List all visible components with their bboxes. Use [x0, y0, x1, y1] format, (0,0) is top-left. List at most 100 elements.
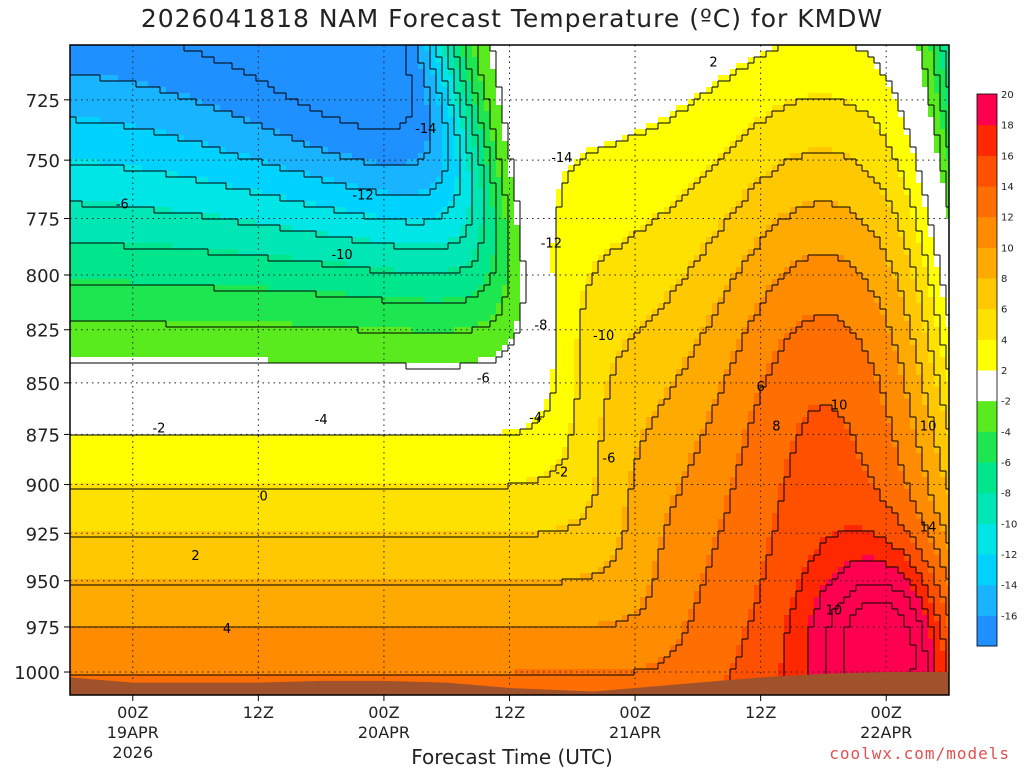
field-cell — [202, 597, 209, 604]
field-cell — [310, 315, 317, 322]
field-cell — [286, 207, 293, 214]
field-cell — [310, 183, 317, 190]
field-cell — [310, 327, 317, 334]
field-cell — [316, 81, 323, 88]
field-cell — [166, 159, 173, 166]
field-cell — [292, 75, 299, 82]
field-cell — [106, 63, 113, 70]
field-cell — [328, 513, 335, 520]
field-cell — [310, 129, 317, 136]
field-cell — [310, 111, 317, 118]
field-cell — [250, 225, 257, 232]
field-cell — [250, 87, 257, 94]
field-cell — [76, 147, 83, 154]
field-cell — [304, 159, 311, 166]
field-cell — [274, 651, 281, 658]
field-cell — [286, 255, 293, 262]
field-cell — [166, 645, 173, 652]
field-cell — [196, 579, 203, 586]
field-cell — [304, 237, 311, 244]
field-cell — [136, 597, 143, 604]
field-cell — [130, 159, 137, 166]
field-cell — [160, 285, 167, 292]
field-cell — [142, 555, 149, 562]
field-cell — [334, 435, 341, 442]
field-cell — [136, 135, 143, 142]
field-cell — [328, 519, 335, 526]
field-cell — [118, 381, 125, 388]
field-cell — [286, 663, 293, 670]
field-cell — [172, 429, 179, 436]
field-cell — [178, 393, 185, 400]
field-cell — [196, 171, 203, 178]
field-cell — [268, 273, 275, 280]
field-cell — [322, 351, 329, 358]
field-cell — [142, 399, 149, 406]
field-cell — [262, 225, 269, 232]
field-cell — [154, 615, 161, 622]
field-cell — [322, 87, 329, 94]
field-cell — [226, 639, 233, 646]
field-cell — [208, 315, 215, 322]
field-cell — [70, 585, 77, 592]
field-cell — [190, 483, 197, 490]
field-cell — [118, 369, 125, 376]
field-cell — [178, 345, 185, 352]
field-cell — [130, 561, 137, 568]
field-cell — [82, 519, 89, 526]
field-cell — [340, 495, 347, 502]
field-cell — [310, 333, 317, 340]
field-cell — [250, 63, 257, 70]
field-cell — [178, 615, 185, 622]
field-cell — [118, 645, 125, 652]
field-cell — [274, 93, 281, 100]
field-cell — [100, 243, 107, 250]
field-cell — [310, 363, 317, 370]
field-cell — [214, 237, 221, 244]
field-cell — [136, 417, 143, 424]
field-cell — [256, 561, 263, 568]
field-cell — [142, 651, 149, 658]
field-cell — [232, 597, 239, 604]
field-cell — [328, 177, 335, 184]
field-cell — [298, 279, 305, 286]
field-cell — [256, 345, 263, 352]
field-cell — [310, 213, 317, 220]
field-cell — [136, 483, 143, 490]
field-cell — [118, 243, 125, 250]
field-cell — [160, 435, 167, 442]
field-cell — [280, 567, 287, 574]
field-cell — [142, 315, 149, 322]
field-cell — [334, 189, 341, 196]
field-cell — [88, 669, 95, 676]
field-cell — [226, 327, 233, 334]
field-cell — [172, 633, 179, 640]
field-cell — [160, 531, 167, 538]
field-cell — [94, 543, 101, 550]
field-cell — [160, 363, 167, 370]
field-cell — [142, 45, 149, 52]
field-cell — [100, 633, 107, 640]
field-cell — [106, 81, 113, 88]
field-cell — [232, 471, 239, 478]
field-cell — [130, 591, 137, 598]
field-cell — [196, 669, 203, 676]
field-cell — [292, 81, 299, 88]
field-cell — [100, 99, 107, 106]
field-cell — [334, 183, 341, 190]
field-cell — [340, 399, 347, 406]
field-cell — [328, 45, 335, 52]
field-cell — [196, 513, 203, 520]
field-cell — [100, 447, 107, 454]
field-cell — [268, 369, 275, 376]
field-cell — [130, 279, 137, 286]
field-cell — [154, 633, 161, 640]
field-cell — [340, 357, 347, 364]
field-cell — [154, 267, 161, 274]
field-cell — [334, 207, 341, 214]
field-cell — [154, 405, 161, 412]
field-cell — [202, 447, 209, 454]
field-cell — [178, 459, 185, 466]
field-cell — [106, 135, 113, 142]
field-cell — [100, 183, 107, 190]
